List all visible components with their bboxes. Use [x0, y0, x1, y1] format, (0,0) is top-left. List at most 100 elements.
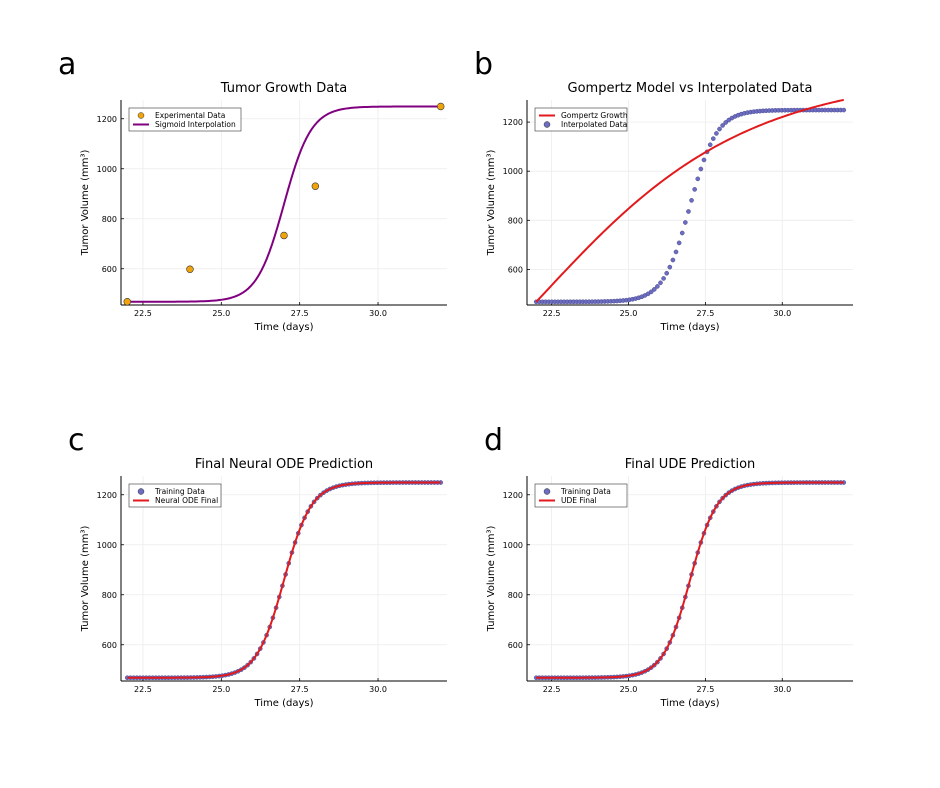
legend-label: Experimental Data — [155, 111, 225, 120]
data-point — [311, 182, 320, 190]
legend-box — [534, 483, 628, 508]
x-tick-label: 25.0 — [212, 685, 230, 694]
legend-marker-swatch — [137, 112, 145, 119]
plot-area — [533, 480, 847, 681]
legend-marker-swatch — [137, 488, 145, 495]
x-tick-label: 25.0 — [620, 309, 638, 318]
data-point — [667, 264, 673, 270]
legend-marker-swatch — [543, 121, 551, 128]
x-tick-label: 22.5 — [134, 685, 152, 694]
chart-title: Tumor Growth Data — [220, 81, 348, 96]
legend-label: Gompertz Growth — [561, 111, 628, 120]
y-tick-label: 1200 — [97, 115, 117, 124]
plot-area — [533, 98, 847, 305]
data-point — [686, 209, 691, 214]
y-tick-label: 800 — [102, 591, 117, 600]
data-point — [664, 270, 670, 276]
y-axis-label: Tumor Volume (mm³) — [486, 150, 497, 257]
y-axis-label: Tumor Volume (mm³) — [80, 150, 91, 257]
y-tick-label: 600 — [508, 265, 523, 274]
data-point — [186, 265, 194, 273]
series-line-1 — [127, 105, 441, 303]
plot-area — [123, 102, 445, 305]
x-tick-label: 30.0 — [773, 685, 791, 694]
data-point — [280, 231, 288, 240]
panel-letter-d: d — [484, 423, 503, 458]
chart-panel-1: 22.5 25.0 27.5 30.0 600 800 1000 1200 Gompertz M… — [486, 81, 853, 333]
x-tick-label: 27.5 — [696, 685, 714, 694]
data-point — [841, 107, 847, 113]
data-point — [710, 136, 716, 141]
chart-panel-2: 22.5 25.0 27.5 30.0 600 800 1000 1200 Final Neur… — [80, 457, 447, 709]
y-tick-label: 1200 — [503, 118, 523, 127]
data-point — [676, 240, 682, 246]
y-tick-label: 1000 — [503, 167, 523, 176]
y-tick-label: 600 — [102, 641, 117, 650]
chart-title: Final UDE Prediction — [625, 457, 756, 472]
panel-letter-b: b — [474, 47, 493, 82]
y-tick-label: 1000 — [503, 541, 523, 550]
x-tick-label: 22.5 — [134, 309, 152, 318]
x-tick-label: 27.5 — [696, 309, 714, 318]
legend-box — [128, 483, 222, 508]
x-axis-label: Time (days) — [253, 698, 313, 709]
data-point — [670, 257, 676, 263]
data-point — [689, 198, 694, 203]
data-point — [695, 176, 701, 182]
legend-marker-swatch — [543, 488, 551, 495]
data-point — [692, 187, 697, 192]
x-axis-label: Time (days) — [253, 322, 313, 333]
panel-letter-a: a — [58, 47, 76, 82]
x-tick-label: 27.5 — [291, 309, 309, 318]
x-axis-label: Time (days) — [659, 698, 719, 709]
y-tick-label: 1200 — [503, 491, 523, 500]
x-tick-label: 30.0 — [369, 309, 387, 318]
data-point — [673, 249, 679, 255]
data-point — [123, 298, 131, 305]
legend-label: Training Data — [154, 487, 205, 496]
x-tick-label: 27.5 — [291, 685, 309, 694]
series-line-0 — [535, 98, 844, 303]
x-tick-label: 22.5 — [543, 685, 561, 694]
data-point — [720, 123, 725, 128]
data-point — [701, 157, 707, 163]
chart-panel-0: 22.5 25.0 27.5 30.0 600 800 1000 1200 Tumor Grow… — [80, 81, 447, 333]
panel-letter-c: c — [68, 423, 85, 458]
data-point — [723, 120, 729, 125]
data-point — [651, 287, 657, 292]
y-axis-label: Tumor Volume (mm³) — [80, 526, 91, 633]
legend-label: Training Data — [560, 487, 611, 496]
data-point — [717, 126, 722, 132]
y-tick-label: 600 — [508, 641, 523, 650]
data-point — [683, 220, 688, 225]
chart-title: Gompertz Model vs Interpolated Data — [568, 81, 813, 96]
legend-box — [128, 107, 242, 132]
y-tick-label: 800 — [102, 215, 117, 224]
x-tick-label: 25.0 — [212, 309, 230, 318]
data-point — [707, 142, 713, 148]
series-line-1 — [536, 481, 844, 679]
y-tick-label: 800 — [508, 216, 523, 225]
y-axis-label: Tumor Volume (mm³) — [486, 526, 497, 633]
data-point — [698, 166, 704, 172]
data-point — [658, 280, 663, 286]
legend-label: Sigmoid Interpolation — [155, 120, 236, 129]
y-tick-label: 1200 — [97, 491, 117, 500]
plot-area — [124, 480, 444, 681]
data-point — [437, 102, 445, 111]
x-axis-label: Time (days) — [659, 322, 719, 333]
y-tick-label: 1000 — [97, 165, 117, 174]
data-point — [648, 289, 654, 295]
x-tick-label: 30.0 — [369, 685, 387, 694]
data-point — [714, 131, 719, 136]
data-point — [655, 284, 660, 289]
data-point — [661, 276, 666, 281]
legend-label: UDE Final — [561, 496, 597, 505]
y-tick-label: 800 — [508, 591, 523, 600]
series-line-1 — [127, 481, 441, 679]
x-tick-label: 22.5 — [543, 309, 561, 318]
chart-panel-3: 22.5 25.0 27.5 30.0 600 800 1000 1200 Final UDE … — [486, 457, 853, 709]
chart-title: Final Neural ODE Prediction — [195, 457, 373, 472]
x-tick-label: 25.0 — [620, 685, 638, 694]
